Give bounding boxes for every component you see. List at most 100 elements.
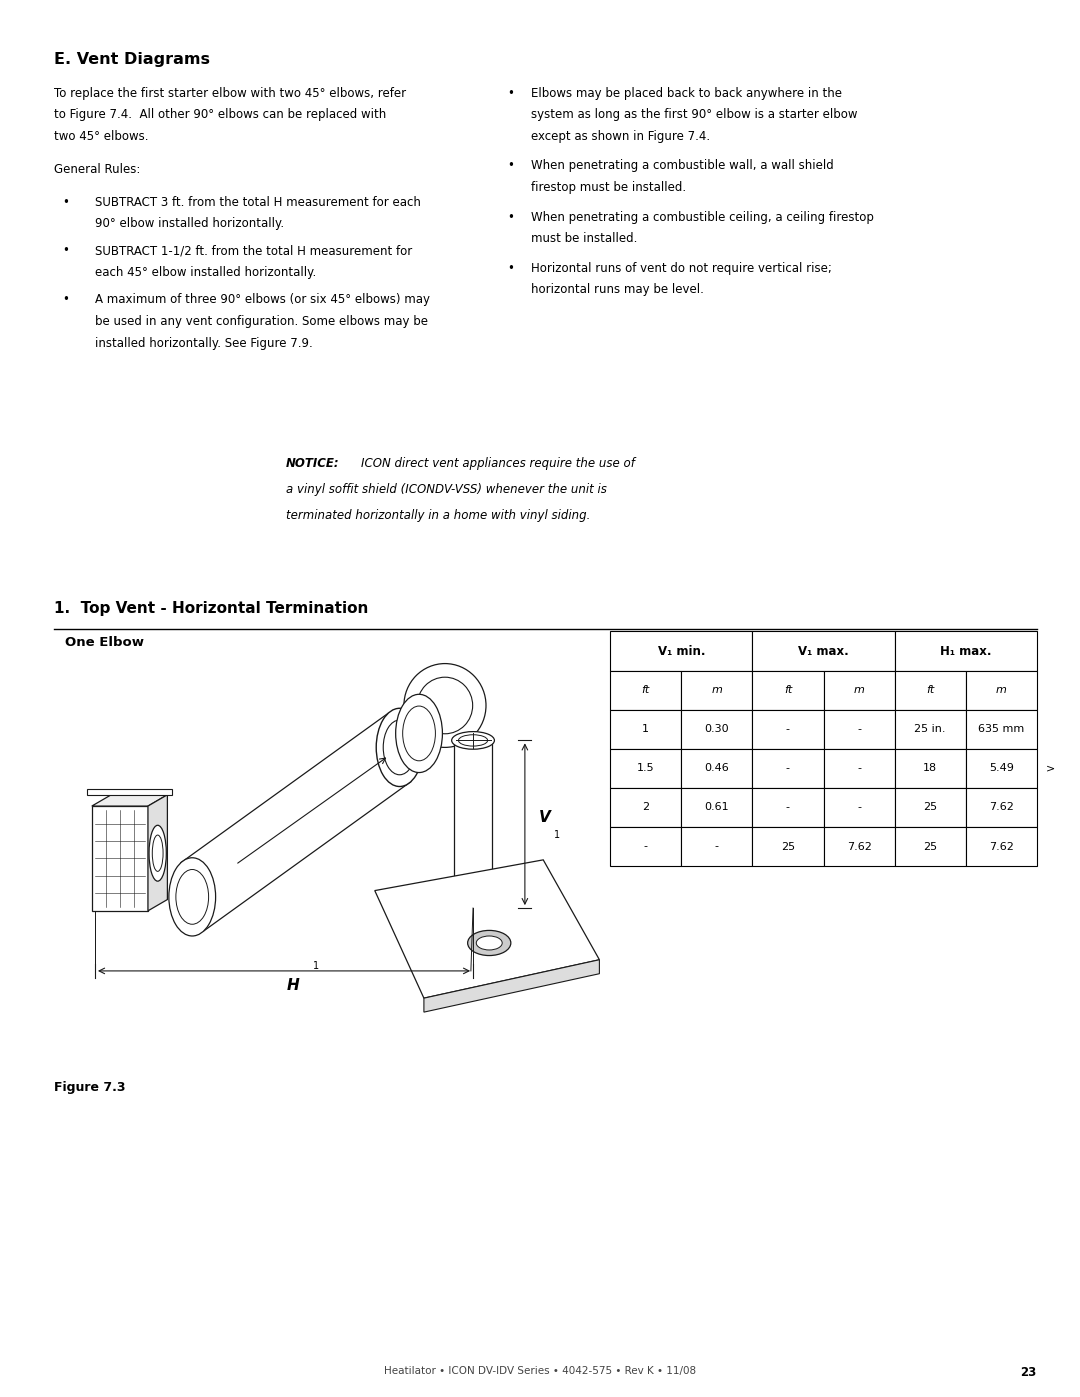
Text: terminated horizontally in a home with vinyl siding.: terminated horizontally in a home with v… bbox=[286, 509, 591, 522]
Ellipse shape bbox=[451, 732, 495, 749]
Text: horizontal runs may be level.: horizontal runs may be level. bbox=[531, 284, 704, 296]
Bar bbox=[681, 788, 753, 827]
Ellipse shape bbox=[459, 902, 488, 914]
Text: 635 mm: 635 mm bbox=[978, 724, 1024, 735]
Text: 5.49: 5.49 bbox=[989, 763, 1014, 774]
Text: •: • bbox=[508, 261, 514, 275]
Text: V₁ max.: V₁ max. bbox=[798, 644, 849, 658]
Ellipse shape bbox=[383, 719, 416, 775]
Text: m: m bbox=[996, 685, 1007, 696]
Text: One Elbow: One Elbow bbox=[65, 636, 144, 648]
Text: m: m bbox=[712, 685, 723, 696]
Text: Horizontal runs of vent do not require vertical rise;: Horizontal runs of vent do not require v… bbox=[531, 261, 833, 275]
Text: to Figure 7.4.  All other 90° elbows can be replaced with: to Figure 7.4. All other 90° elbows can … bbox=[54, 109, 387, 122]
Ellipse shape bbox=[395, 694, 443, 773]
Text: except as shown in Figure 7.4.: except as shown in Figure 7.4. bbox=[531, 130, 711, 142]
Text: must be installed.: must be installed. bbox=[531, 232, 637, 246]
Text: Figure 7.3: Figure 7.3 bbox=[54, 1081, 125, 1094]
Text: Elbows may be placed back to back anywhere in the: Elbows may be placed back to back anywhe… bbox=[531, 87, 842, 99]
Text: -: - bbox=[786, 724, 789, 735]
Text: •: • bbox=[508, 159, 514, 172]
Text: 25: 25 bbox=[781, 841, 795, 852]
Ellipse shape bbox=[149, 826, 166, 882]
Text: •: • bbox=[63, 196, 69, 208]
Text: SUBTRACT 1-1/2 ft. from the total H measurement for: SUBTRACT 1-1/2 ft. from the total H meas… bbox=[95, 244, 413, 257]
Text: 1.  Top Vent - Horizontal Termination: 1. Top Vent - Horizontal Termination bbox=[54, 601, 368, 616]
Bar bbox=[681, 710, 753, 749]
Polygon shape bbox=[375, 859, 599, 997]
Text: two 45° elbows.: two 45° elbows. bbox=[54, 130, 149, 142]
Text: When penetrating a combustible wall, a wall shield: When penetrating a combustible wall, a w… bbox=[531, 159, 834, 172]
Text: be used in any vent configuration. Some elbows may be: be used in any vent configuration. Some … bbox=[95, 314, 428, 328]
Text: 2: 2 bbox=[643, 802, 649, 813]
Ellipse shape bbox=[468, 930, 511, 956]
Text: •: • bbox=[508, 87, 514, 99]
Ellipse shape bbox=[459, 735, 488, 746]
Bar bbox=[966, 671, 1037, 710]
Bar bbox=[753, 827, 824, 866]
Ellipse shape bbox=[176, 869, 208, 925]
Ellipse shape bbox=[376, 708, 423, 787]
Bar bbox=[966, 827, 1037, 866]
Text: 1: 1 bbox=[554, 830, 561, 841]
Bar bbox=[681, 671, 753, 710]
Bar bbox=[753, 631, 894, 671]
Bar bbox=[610, 827, 681, 866]
Text: -: - bbox=[644, 841, 648, 852]
Text: A maximum of three 90° elbows (or six 45° elbows) may: A maximum of three 90° elbows (or six 45… bbox=[95, 293, 430, 306]
Text: 1: 1 bbox=[643, 724, 649, 735]
Bar bbox=[824, 827, 894, 866]
Polygon shape bbox=[148, 795, 167, 911]
Text: -: - bbox=[786, 802, 789, 813]
Bar bbox=[966, 788, 1037, 827]
Ellipse shape bbox=[404, 664, 486, 747]
Text: Heatilator • ICON DV-IDV Series • 4042-575 • Rev K • 11/08: Heatilator • ICON DV-IDV Series • 4042-5… bbox=[383, 1366, 697, 1376]
Ellipse shape bbox=[403, 705, 435, 761]
Text: •: • bbox=[63, 293, 69, 306]
Bar bbox=[610, 710, 681, 749]
Text: V: V bbox=[539, 810, 551, 824]
Polygon shape bbox=[424, 960, 599, 1011]
Bar bbox=[966, 710, 1037, 749]
Text: 7.62: 7.62 bbox=[989, 841, 1014, 852]
Bar bbox=[894, 827, 966, 866]
Polygon shape bbox=[92, 795, 167, 806]
Bar bbox=[894, 671, 966, 710]
Text: ICON direct vent appliances require the use of: ICON direct vent appliances require the … bbox=[361, 457, 635, 469]
Bar bbox=[966, 749, 1037, 788]
Bar bbox=[824, 788, 894, 827]
Text: ft: ft bbox=[642, 685, 650, 696]
Text: installed horizontally. See Figure 7.9.: installed horizontally. See Figure 7.9. bbox=[95, 337, 313, 349]
Ellipse shape bbox=[152, 835, 163, 872]
Text: •: • bbox=[508, 211, 514, 224]
Text: E. Vent Diagrams: E. Vent Diagrams bbox=[54, 52, 210, 67]
Bar bbox=[753, 671, 824, 710]
Text: firestop must be installed.: firestop must be installed. bbox=[531, 182, 687, 194]
Bar bbox=[753, 710, 824, 749]
Text: a vinyl soffit shield (ICONDV-VSS) whenever the unit is: a vinyl soffit shield (ICONDV-VSS) whene… bbox=[286, 483, 607, 496]
Text: >: > bbox=[1045, 763, 1055, 774]
Text: 1: 1 bbox=[313, 961, 319, 971]
Text: system as long as the first 90° elbow is a starter elbow: system as long as the first 90° elbow is… bbox=[531, 109, 858, 122]
Bar bbox=[824, 671, 894, 710]
Text: 23: 23 bbox=[1021, 1366, 1037, 1379]
Text: ft: ft bbox=[784, 685, 792, 696]
Bar bbox=[681, 749, 753, 788]
Ellipse shape bbox=[417, 678, 473, 733]
Text: H₁ max.: H₁ max. bbox=[940, 644, 991, 658]
Bar bbox=[894, 788, 966, 827]
Text: 90° elbow installed horizontally.: 90° elbow installed horizontally. bbox=[95, 217, 284, 231]
Text: V₁ min.: V₁ min. bbox=[658, 644, 705, 658]
Ellipse shape bbox=[451, 900, 495, 916]
Text: 0.30: 0.30 bbox=[704, 724, 729, 735]
Text: 1.5: 1.5 bbox=[637, 763, 654, 774]
Bar bbox=[681, 827, 753, 866]
Text: each 45° elbow installed horizontally.: each 45° elbow installed horizontally. bbox=[95, 265, 316, 279]
Polygon shape bbox=[87, 789, 172, 795]
Text: 25: 25 bbox=[923, 841, 937, 852]
Bar bbox=[894, 749, 966, 788]
Text: 7.62: 7.62 bbox=[989, 802, 1014, 813]
Text: -: - bbox=[858, 763, 861, 774]
Text: 0.61: 0.61 bbox=[704, 802, 729, 813]
Text: 7.62: 7.62 bbox=[847, 841, 872, 852]
